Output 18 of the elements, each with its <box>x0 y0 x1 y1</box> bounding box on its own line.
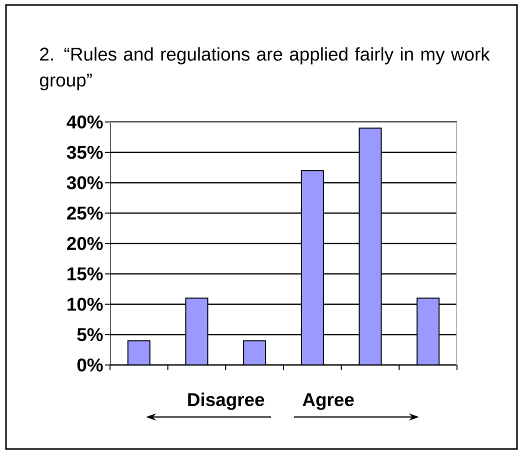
bar <box>416 298 440 365</box>
bar <box>300 170 324 365</box>
bar <box>127 340 150 365</box>
y-tick-label: 35% <box>66 146 103 159</box>
bar <box>243 340 266 365</box>
y-tick-label: 30% <box>66 176 103 190</box>
y-tick-label: 20% <box>67 236 103 250</box>
y-tick-label: 10% <box>68 298 103 311</box>
chart-title: 2. “Rules and regulations are applied fairly in my work group” <box>40 47 490 90</box>
text: Disagree <box>188 392 264 410</box>
y-tick-label: 5% <box>77 328 103 342</box>
y-tick-label: 15% <box>68 267 103 280</box>
y-tick-label: 0% <box>77 358 103 372</box>
y-tick-label: 25% <box>67 206 103 220</box>
y-tick-label: 40% <box>66 115 103 129</box>
bar <box>185 298 208 365</box>
text: Agree <box>302 393 354 410</box>
bar <box>358 128 382 365</box>
